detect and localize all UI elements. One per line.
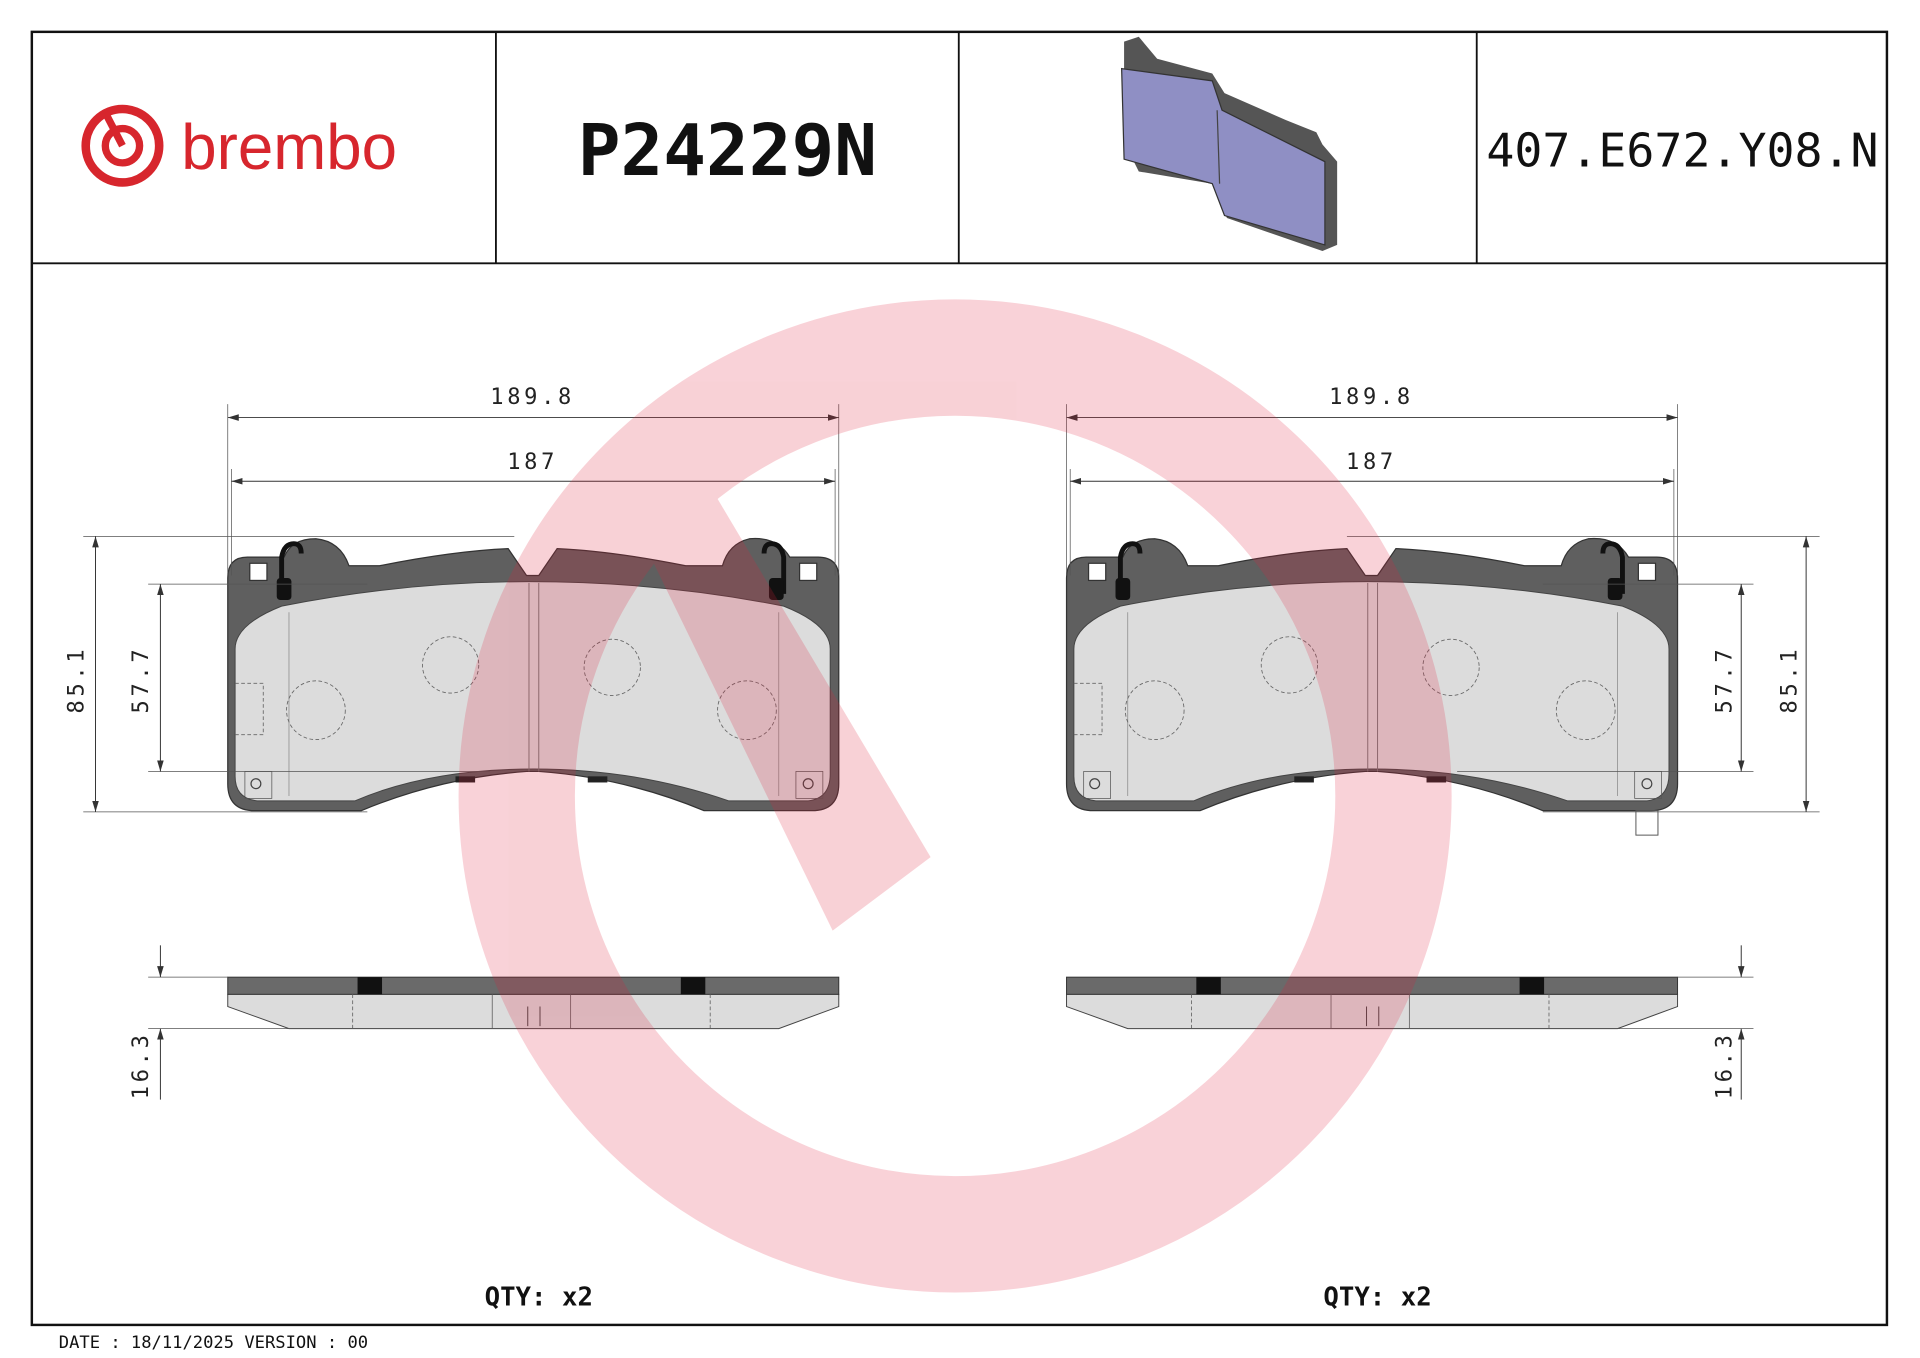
- pad-view-right-part: [1635, 810, 1659, 836]
- watermark-part: [458, 299, 1452, 1293]
- pad-thumbnail-part: [1216, 110, 1221, 184]
- pad-view-right: 189.8 187 85.1 57.7 16.3 QTY: x2: [1067, 385, 1820, 1312]
- dimension-height-outer: 85.1: [64, 646, 89, 714]
- watermark: [458, 299, 1452, 1293]
- pad-thumbnail: [1121, 36, 1338, 252]
- brand-name: brembo: [181, 112, 397, 183]
- pad-view-left: 189.8 187 85.1 57.7 16.3 QTY: x2: [64, 385, 839, 1312]
- dimension-thickness: 16.3: [129, 1031, 154, 1099]
- dimension-width-inner: 187: [1346, 450, 1397, 475]
- part-number: P24229N: [578, 109, 877, 192]
- watermark-part: [600, 404, 931, 931]
- brand-logo-part: [101, 124, 144, 167]
- brand-logo-part: [102, 110, 126, 148]
- reference-code: 407.E672.Y08.N: [1486, 124, 1878, 178]
- quantity: QTY: x2: [1323, 1282, 1431, 1312]
- brand-logo-part: [81, 104, 164, 187]
- dimension-width-outer: 189.8: [1329, 385, 1414, 410]
- dimension-height-inner: 57.7: [129, 646, 154, 714]
- brand-logo: brembo: [81, 104, 397, 187]
- dimension-height-inner: 57.7: [1712, 646, 1737, 714]
- pad-thumbnail-part: [1121, 67, 1326, 246]
- quantity: QTY: x2: [485, 1282, 593, 1312]
- dimension-width-outer: 189.8: [490, 385, 575, 410]
- dimension-thickness: 16.3: [1712, 1031, 1737, 1099]
- dimension-width-inner: 187: [507, 450, 558, 475]
- header-grid: [31, 31, 1887, 265]
- footer-date: DATE : 18/11/2025 VERSION : 00: [59, 1333, 368, 1353]
- dimension-height-outer: 85.1: [1777, 646, 1802, 714]
